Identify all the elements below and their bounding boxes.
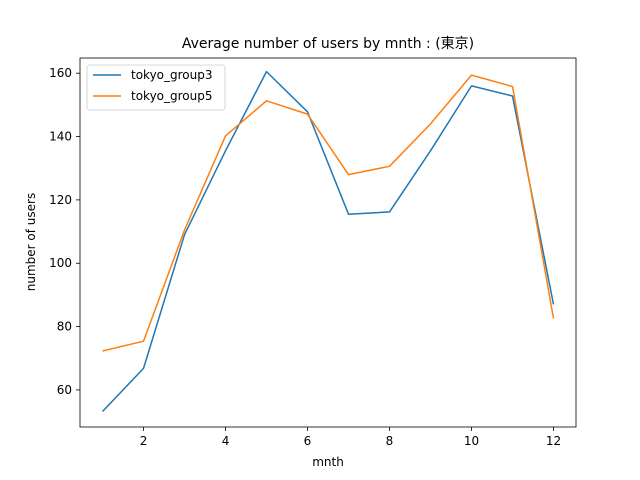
axes: 2 4 6 8 10 12 60 80 100 120 140 160 xyxy=(49,66,561,448)
y-tick-label: 140 xyxy=(49,130,72,144)
y-tick-label: 160 xyxy=(49,66,72,80)
legend: tokyo_group3 tokyo_group5 xyxy=(86,64,226,111)
x-axis-label: mnth xyxy=(312,455,344,469)
x-tick-label: 10 xyxy=(464,434,479,448)
series-line-tokyo_group3 xyxy=(101,70,555,413)
legend-label-tokyo_group3: tokyo_group3 xyxy=(131,68,213,82)
series-line-tokyo_group5 xyxy=(102,74,555,352)
x-tick-label: 8 xyxy=(386,434,394,448)
legend-frame xyxy=(86,64,226,111)
x-tick-label: 4 xyxy=(222,434,230,448)
x-tick-label: 6 xyxy=(304,434,312,448)
y-tick-label: 60 xyxy=(57,383,72,397)
x-tick-label: 2 xyxy=(140,434,148,448)
series-layer xyxy=(101,70,555,413)
y-tick-label: 100 xyxy=(49,256,72,270)
legend-label-tokyo_group5: tokyo_group5 xyxy=(131,89,213,103)
plot-frame xyxy=(79,57,577,428)
x-tick-label: 12 xyxy=(546,434,561,448)
y-tick-label: 80 xyxy=(57,320,72,334)
y-axis-label: number of users xyxy=(24,193,38,291)
y-tick-label: 120 xyxy=(49,193,72,207)
chart-title: Average number of users by mnth : (東京) xyxy=(182,36,474,52)
